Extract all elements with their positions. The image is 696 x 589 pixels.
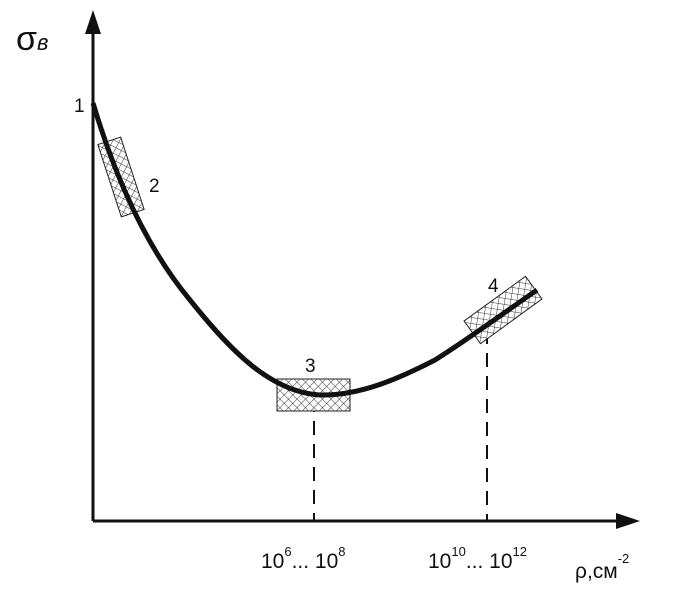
point-label: 3 [305,356,316,377]
y-symbol: σ [16,20,37,58]
x-tick-label: 1010... 1012 [428,544,527,573]
x-label-text: ρ,см [575,560,618,583]
tick-base: 10 [428,550,451,573]
tick-sep: ... 10 [292,550,339,573]
y-sub: в [37,30,48,55]
curve [90,102,539,398]
y-axis-label: σв [16,20,48,58]
tick-sep: ... 10 [466,550,513,573]
y-axis-arrow [85,10,101,34]
tick-exp: 6 [284,544,291,559]
tick-exp: 12 [513,544,527,559]
x-axis-label: ρ,см-2 [575,551,629,583]
x-label-sup: -2 [618,551,630,566]
point-label: 4 [488,276,499,297]
point-label: 2 [149,176,160,197]
x-axis-arrow [616,513,640,529]
tick-base: 10 [261,550,284,573]
tick-exp: 8 [338,544,345,559]
point-label: 1 [74,96,85,117]
x-tick-label: 106... 108 [261,544,346,573]
tick-exp: 10 [451,544,465,559]
